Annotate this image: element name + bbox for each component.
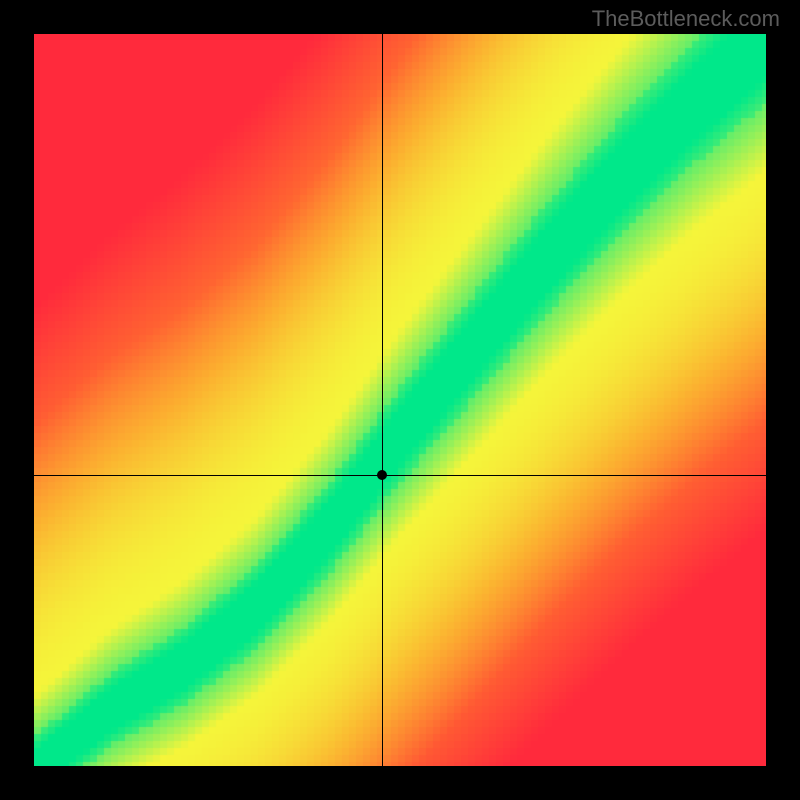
heatmap-plot-area: [34, 34, 766, 766]
crosshair-horizontal: [34, 475, 766, 476]
crosshair-vertical: [382, 34, 383, 766]
heatmap-canvas: [34, 34, 766, 766]
crosshair-marker: [377, 470, 387, 480]
watermark-text: TheBottleneck.com: [592, 6, 780, 32]
